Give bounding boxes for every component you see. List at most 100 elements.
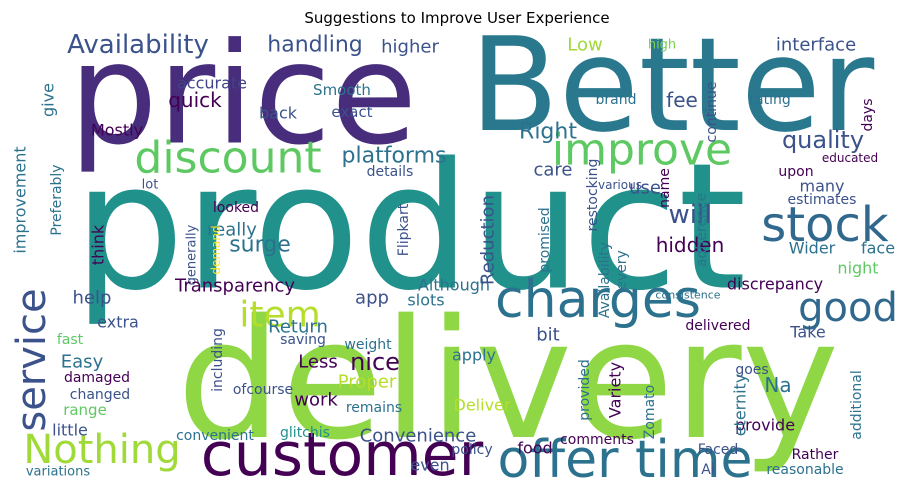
word: continue (704, 82, 720, 143)
word: Flipkart (396, 203, 412, 256)
word: will (669, 200, 712, 230)
word: use (629, 178, 661, 199)
word: handling (267, 33, 362, 58)
word: even (410, 456, 449, 475)
word: details (367, 164, 414, 180)
word: face (861, 239, 895, 258)
word: accurate (177, 74, 247, 93)
word: quick (168, 88, 222, 112)
word: generally (185, 224, 200, 285)
word: provided (577, 359, 593, 420)
word: higher (381, 37, 439, 58)
word: Smooth (313, 81, 371, 99)
word: give (39, 83, 58, 117)
word: offer time (497, 430, 752, 490)
word: brand (596, 92, 637, 108)
word: reasonable (766, 462, 843, 478)
word: Reduction (478, 195, 499, 285)
word: improvement (11, 146, 30, 253)
word: saving (280, 332, 326, 348)
word: including (210, 328, 226, 392)
word: back (259, 104, 298, 123)
word: comments (560, 432, 634, 448)
word: goes (735, 362, 768, 378)
word: Nothing (23, 427, 180, 473)
word: damaged (64, 370, 130, 386)
word: Faced (698, 442, 739, 458)
word: bit (536, 325, 559, 346)
word: discount (134, 133, 321, 184)
word: Less (298, 352, 338, 373)
word: every (614, 250, 630, 290)
word: platforms (342, 144, 447, 169)
word: promised (537, 207, 553, 272)
word: Ai (701, 462, 714, 478)
word: think (89, 224, 108, 265)
word: slots (407, 291, 444, 310)
word: Availability (67, 30, 209, 60)
word: weight (344, 337, 392, 353)
word: Na (764, 373, 791, 397)
word: lot (142, 178, 159, 193)
word: various (598, 178, 642, 192)
word: restocking (585, 159, 601, 232)
word: work (294, 390, 338, 411)
word: Although (418, 276, 490, 295)
word: name (657, 168, 673, 208)
word: rating (749, 92, 790, 108)
word: Transparency (174, 276, 295, 297)
word: consistence (655, 289, 720, 302)
word: food (517, 439, 552, 458)
word: Take (789, 323, 825, 342)
word: surge (229, 233, 291, 258)
word: high (648, 38, 676, 53)
word: educated (822, 151, 878, 165)
word: Zomato (642, 385, 658, 439)
word: Mostly (91, 121, 143, 140)
word: Rather (792, 447, 839, 463)
word: Wider (789, 239, 836, 258)
word: charges (495, 270, 701, 330)
word: night (837, 259, 878, 278)
word: delivery (177, 284, 840, 476)
word: changed (70, 387, 130, 403)
word: service (9, 288, 55, 431)
word: fee (666, 88, 698, 112)
word: fast (57, 332, 84, 348)
word: price (69, 14, 417, 177)
word: many (800, 177, 845, 196)
word: Convenience (360, 426, 477, 447)
word: range (63, 401, 107, 419)
word: apply (452, 346, 496, 365)
word: Variety (606, 362, 625, 418)
word: stock (761, 197, 889, 253)
word: policy (451, 442, 492, 458)
word: good (798, 285, 898, 331)
word: item (239, 295, 320, 336)
word: interface (776, 35, 856, 56)
word: Better (470, 9, 875, 161)
word: quality (782, 126, 864, 154)
word: adherence (694, 193, 710, 267)
word: discrepancy (727, 275, 823, 294)
word: improve (552, 125, 732, 176)
word: estimates (788, 192, 857, 208)
word: Right (519, 120, 577, 145)
word: care (533, 160, 572, 181)
word: Low (567, 35, 602, 56)
word: demand (209, 225, 223, 274)
word: Availability (597, 242, 613, 318)
word: hidden (656, 233, 725, 257)
word: provide (735, 416, 795, 435)
word: convenient (176, 428, 254, 444)
word: app (355, 288, 389, 309)
word: little (52, 421, 88, 440)
word: help (73, 288, 112, 309)
word: Proper (338, 372, 397, 393)
chart-title: Suggestions to Improve User Experience (304, 9, 609, 27)
word: looked (213, 200, 259, 216)
word: Preferably (49, 164, 65, 235)
